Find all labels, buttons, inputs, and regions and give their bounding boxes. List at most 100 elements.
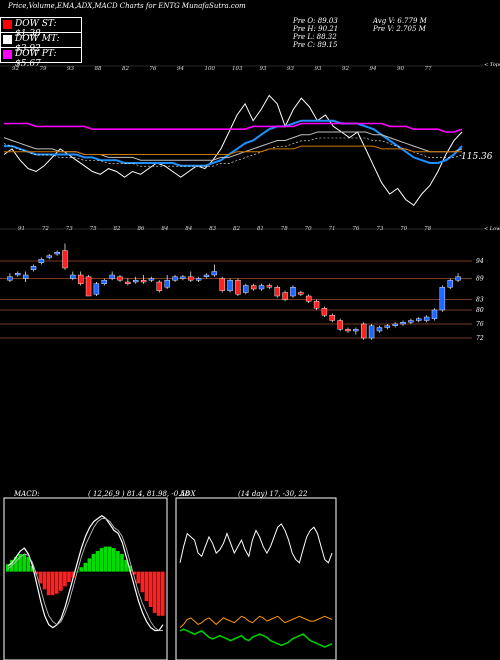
macd-histogram-bar	[152, 571, 157, 613]
ema-top-tick: 93	[315, 66, 322, 72]
pre-low: Pre L: 88.32	[293, 33, 337, 41]
macd-params: ( 12,26,9 ) 81.4, 81.98, -0.58	[88, 490, 190, 498]
candle-body	[70, 274, 76, 279]
dow-mt-swatch	[3, 35, 12, 44]
candle-body	[235, 280, 241, 295]
ema-dow-line	[4, 122, 463, 133]
macd-histogram-bar	[156, 571, 161, 616]
macd-histogram-bar	[136, 571, 141, 584]
candle-body	[431, 309, 438, 319]
macd-histogram-bar	[124, 559, 128, 572]
ema-top-tick: 103	[232, 66, 243, 72]
candle-body	[109, 274, 115, 279]
candle-body	[298, 292, 304, 295]
ema-bottom-tick: 84	[161, 226, 168, 232]
pre-open: Pre O: 89.03	[293, 17, 338, 25]
candle-body	[85, 276, 92, 297]
candle-body	[290, 287, 296, 297]
price-tick-label: 94	[476, 258, 484, 265]
ema-top-tick: 92	[342, 66, 349, 72]
macd-histogram-bar	[42, 571, 47, 590]
ema-top-tick: 94	[177, 66, 184, 72]
candle-body	[140, 280, 147, 283]
candle-body	[133, 280, 139, 283]
candle-body	[227, 280, 233, 291]
pre-close: Pre C: 89.15	[293, 41, 338, 49]
candle-body	[62, 250, 68, 269]
macd-histogram-bar	[71, 571, 75, 578]
ema-bottom-tick: 78	[281, 226, 288, 232]
ema-top-tick: 100	[205, 66, 216, 72]
candle-body	[156, 281, 163, 291]
candle-body	[7, 276, 13, 281]
candle-body	[38, 259, 45, 263]
candle-body	[164, 280, 170, 288]
candle-body	[321, 308, 328, 316]
ema-bottom-tick: 78	[424, 226, 431, 232]
macd-line	[7, 514, 164, 632]
dow-pt-box: DOW PT: $5.67	[0, 47, 82, 69]
candle-body	[46, 255, 52, 258]
chart-title: Price,Volume,EMA,ADX,MACD Charts for ENT…	[8, 2, 246, 10]
di-minus-line	[179, 615, 333, 628]
macd-histogram-bar	[30, 565, 35, 572]
ema-top-tick: 76	[150, 66, 157, 72]
ema-lows-label: < Lows	[484, 226, 500, 232]
candle-body	[423, 316, 430, 321]
candle-body	[337, 320, 343, 330]
adx-frame	[175, 497, 337, 660]
ema-top-tick: 77	[425, 66, 432, 72]
candle-body	[211, 271, 218, 276]
macd-histogram-bar	[87, 558, 92, 572]
candle-body	[384, 325, 391, 328]
ema-bottom-tick: 75	[90, 226, 97, 232]
macd-title: MACD:	[14, 490, 40, 498]
ema-top-tick: 92	[12, 66, 19, 72]
candle-body	[455, 276, 461, 281]
candle-body	[219, 278, 225, 291]
ema-long-line	[4, 145, 462, 155]
pre-high: Pre H: 90.21	[293, 25, 339, 33]
macd-histogram-bar	[63, 571, 67, 587]
candle-body	[172, 276, 178, 281]
macd-histogram-bar	[148, 571, 153, 607]
adx-title: ADX	[180, 490, 196, 498]
candle-body	[361, 323, 367, 339]
candle-body	[188, 276, 194, 281]
macd-histogram-bar	[128, 565, 132, 572]
macd-histogram-bar	[22, 553, 26, 572]
macd-histogram-bar	[6, 564, 10, 572]
candle-body	[180, 276, 186, 279]
ema-top-tick: 79	[40, 66, 47, 72]
ema-bottom-tick: 82	[114, 226, 121, 232]
macd-histogram-bar	[140, 571, 145, 593]
ema-bottom-tick: 73	[66, 226, 73, 232]
macd-histogram-bar	[116, 551, 120, 572]
ema-bottom-tick: 86	[137, 226, 144, 232]
candle-body	[305, 295, 312, 302]
candle-body	[203, 274, 210, 277]
candle-body	[101, 280, 107, 284]
price-tick-label: 80	[476, 307, 484, 314]
ema-price-line	[3, 94, 463, 206]
candle-body	[93, 283, 100, 295]
ema-bottom-tick: 73	[376, 226, 383, 232]
ema-bottom-tick: 72	[42, 226, 49, 232]
macd-histogram-bar	[95, 551, 100, 572]
ema-mid-line	[3, 131, 463, 161]
macd-histogram-bar	[54, 571, 59, 594]
candle-body	[400, 322, 406, 325]
macd-histogram-bar	[112, 548, 116, 572]
price-tick-label: 76	[476, 321, 484, 328]
macd-histogram-bar	[46, 571, 51, 596]
ema-top-tick: 94	[370, 66, 377, 72]
ema-dotted-line	[3, 137, 463, 167]
candle-body	[368, 325, 375, 339]
ema-top-tick: 90	[397, 66, 404, 72]
candle-body	[408, 320, 414, 323]
dow-st-swatch	[3, 20, 12, 29]
ema-top-tick: 93	[67, 66, 74, 72]
macd-histogram-bar	[59, 571, 63, 591]
ema-current-value: 115.36	[461, 152, 493, 162]
candle-body	[376, 327, 383, 332]
